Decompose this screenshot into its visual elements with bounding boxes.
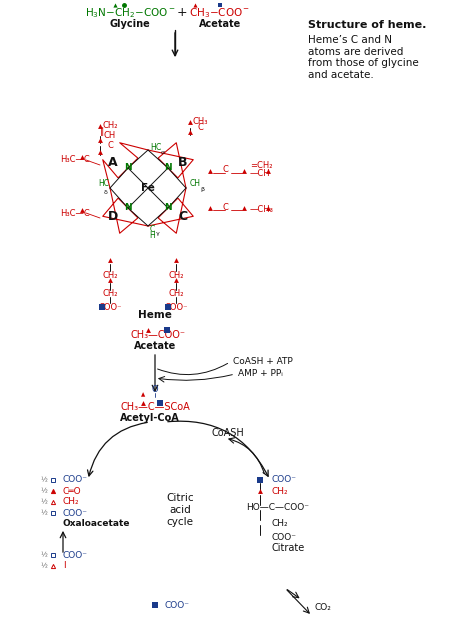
Text: COO⁻: COO⁻ xyxy=(63,475,88,485)
Text: ½: ½ xyxy=(40,510,47,516)
Text: CH₃: CH₃ xyxy=(192,118,208,126)
Text: CH₃—C—SCoA: CH₃—C—SCoA xyxy=(120,402,190,412)
Text: C: C xyxy=(107,142,113,150)
Text: Oxaloacetate: Oxaloacetate xyxy=(63,520,130,528)
Text: COO⁻: COO⁻ xyxy=(165,600,190,609)
Text: N: N xyxy=(124,204,132,212)
Text: Fe: Fe xyxy=(141,183,155,193)
Text: Acetate: Acetate xyxy=(199,19,241,29)
Text: =CH₂: =CH₂ xyxy=(250,162,273,171)
Text: ½: ½ xyxy=(40,499,47,505)
Text: O: O xyxy=(152,386,158,394)
Text: Heme’s C and N
atoms are derived
from those of glycine
and acetate.: Heme’s C and N atoms are derived from th… xyxy=(308,35,419,80)
Text: CH₂: CH₂ xyxy=(168,289,184,298)
Text: A: A xyxy=(108,157,118,169)
Text: I: I xyxy=(63,561,65,571)
Text: ½: ½ xyxy=(40,477,47,483)
Text: HO—C—COO⁻: HO—C—COO⁻ xyxy=(246,504,309,513)
Text: H₃C—C: H₃C—C xyxy=(60,209,90,217)
Text: COO⁻: COO⁻ xyxy=(63,509,88,518)
Text: H$_3$N$-$CH$_2$$-$COO$^-$: H$_3$N$-$CH$_2$$-$COO$^-$ xyxy=(85,6,175,20)
Text: ▲: ▲ xyxy=(141,392,145,398)
Text: C: C xyxy=(178,209,188,222)
Text: C: C xyxy=(222,202,228,212)
Text: CH$_3$$-$COO$^-$: CH$_3$$-$COO$^-$ xyxy=(190,6,251,20)
Text: C═O: C═O xyxy=(63,487,82,495)
Text: C: C xyxy=(197,123,203,133)
Text: COO⁻: COO⁻ xyxy=(98,303,122,312)
Text: δ: δ xyxy=(104,190,108,195)
Text: COO⁻: COO⁻ xyxy=(164,303,188,312)
Text: C: C xyxy=(155,143,161,152)
Text: —CH: —CH xyxy=(250,169,271,178)
Text: ½: ½ xyxy=(40,488,47,494)
Text: α: α xyxy=(161,150,165,155)
Text: CH: CH xyxy=(104,131,116,140)
Text: N: N xyxy=(164,204,172,212)
Text: N: N xyxy=(164,164,172,173)
Text: Citrate: Citrate xyxy=(272,543,305,553)
Text: Heme: Heme xyxy=(138,310,172,320)
Text: Citric
acid
cycle: Citric acid cycle xyxy=(166,494,194,526)
Text: COO⁻: COO⁻ xyxy=(63,550,88,559)
Text: CoASH: CoASH xyxy=(211,428,245,438)
Text: C: C xyxy=(222,166,228,174)
Text: H: H xyxy=(149,231,155,240)
Text: C: C xyxy=(149,226,155,234)
Text: CoASH + ATP: CoASH + ATP xyxy=(233,358,293,367)
Text: Acetate: Acetate xyxy=(134,341,176,351)
Text: CH₂: CH₂ xyxy=(102,121,118,130)
Text: CH₂: CH₂ xyxy=(102,289,118,298)
Text: N: N xyxy=(124,164,132,173)
Text: ½: ½ xyxy=(40,563,47,569)
Text: COO⁻: COO⁻ xyxy=(272,475,297,485)
Text: AMP + PPᵢ: AMP + PPᵢ xyxy=(238,370,283,379)
Text: γ: γ xyxy=(156,231,160,236)
Text: CH₂: CH₂ xyxy=(102,270,118,279)
Text: ½: ½ xyxy=(40,552,47,558)
Text: CO₂: CO₂ xyxy=(315,604,332,612)
Text: CH₂: CH₂ xyxy=(63,497,80,506)
Text: COO⁻: COO⁻ xyxy=(272,533,297,542)
Text: ‖: ‖ xyxy=(100,126,104,135)
Text: Acetyl-CoA: Acetyl-CoA xyxy=(120,413,180,423)
Text: Structure of heme.: Structure of heme. xyxy=(308,20,427,30)
Text: —CH₃: —CH₃ xyxy=(250,205,274,214)
Text: CH₂: CH₂ xyxy=(272,518,289,528)
Text: H₃C—C: H₃C—C xyxy=(60,155,90,164)
Text: B: B xyxy=(178,157,188,169)
Text: HC: HC xyxy=(98,179,109,188)
Text: +: + xyxy=(177,6,187,20)
Text: CH₂: CH₂ xyxy=(168,270,184,279)
Text: CH₃—COO⁻: CH₃—COO⁻ xyxy=(130,330,185,340)
Text: Glycine: Glycine xyxy=(109,19,150,29)
Text: H: H xyxy=(150,143,156,152)
Text: β: β xyxy=(200,188,204,193)
Text: CH₂: CH₂ xyxy=(272,487,289,497)
Text: D: D xyxy=(108,209,118,222)
Text: CH: CH xyxy=(190,179,201,188)
